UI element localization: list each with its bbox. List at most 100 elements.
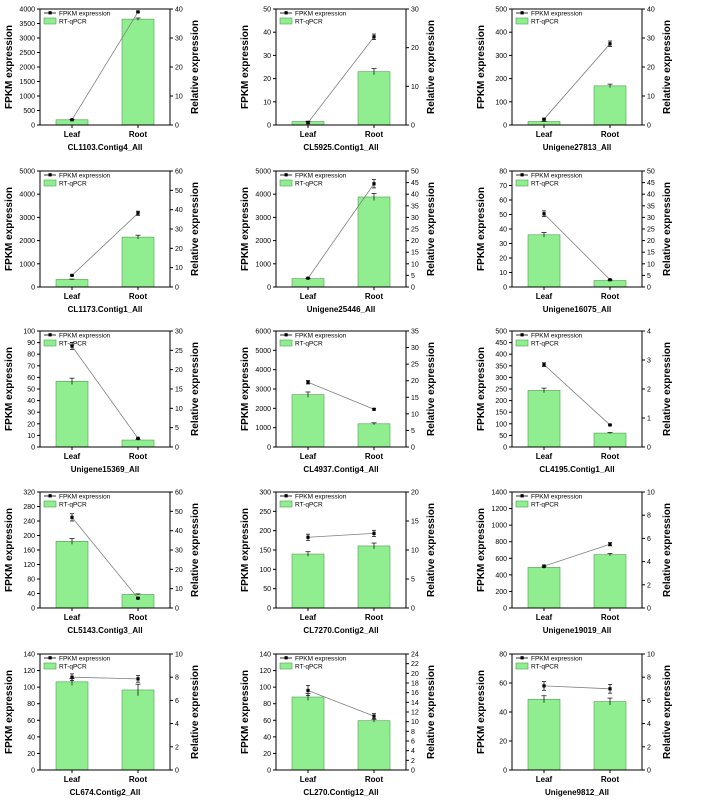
fpkm-point xyxy=(70,675,74,679)
right-tick-label: 20 xyxy=(175,567,183,574)
legend-point-swatch xyxy=(284,333,288,337)
right-tick-label: 25 xyxy=(411,362,419,369)
left-tick-label: 350 xyxy=(495,363,507,370)
expression-chart: 0 1000 2000 3000 4000 5000 6000 0 5 10 15 20 25 30 35 L… xyxy=(240,329,437,475)
rt-qpcr-bar xyxy=(357,71,391,126)
legend-bar-swatch xyxy=(515,500,529,508)
left-axis-title: FPKM expression xyxy=(240,347,251,431)
x-tick-label: Root xyxy=(601,452,620,461)
rt-qpcr-bar xyxy=(527,234,561,288)
right-tick-label: 4 xyxy=(175,721,179,728)
fpkm-line xyxy=(307,690,375,717)
right-tick-label: 60 xyxy=(175,490,183,497)
x-tick-label: Root xyxy=(129,292,148,301)
rt-qpcr-bar xyxy=(121,594,155,609)
x-tick-label: Leaf xyxy=(536,452,553,461)
fpkm-point xyxy=(306,688,310,693)
right-tick-label: 4 xyxy=(647,721,651,728)
right-tick-label: 0 xyxy=(175,285,179,292)
fpkm-line xyxy=(71,345,139,439)
legend-point-swatch xyxy=(520,494,524,498)
left-tick-label: 40 xyxy=(27,734,35,741)
left-tick-label: 3000 xyxy=(255,387,271,394)
right-tick-label: 20 xyxy=(647,238,655,245)
legend-line-label: FPKM expression xyxy=(531,656,583,663)
right-tick-label: 20 xyxy=(175,65,183,72)
legend-line-label: FPKM expression xyxy=(295,656,347,663)
fpkm-point xyxy=(136,436,140,440)
legend-point-swatch xyxy=(284,173,288,177)
left-axis-title: FPKM expression xyxy=(240,670,251,754)
left-tick-label: 4000 xyxy=(19,7,35,14)
fpkm-point xyxy=(372,714,376,718)
fpkm-point xyxy=(372,182,376,186)
rt-qpcr-bar xyxy=(121,689,155,771)
right-tick-label: 20 xyxy=(411,671,419,678)
left-axis-title: FPKM expression xyxy=(4,25,15,109)
legend-line-label: FPKM expression xyxy=(59,494,111,501)
left-tick-label: 280 xyxy=(23,504,35,511)
legend-bar-label: RT-qPCR xyxy=(59,19,87,26)
left-tick-label: 40 xyxy=(499,227,507,234)
right-tick-label: 2 xyxy=(647,582,651,589)
left-tick-label: 0 xyxy=(503,285,507,292)
rt-qpcr-bar xyxy=(593,280,627,288)
legend-bar-label: RT-qPCR xyxy=(59,181,87,188)
left-tick-label: 500 xyxy=(495,329,507,336)
legend-bar-swatch xyxy=(279,17,293,25)
right-tick-label: 25 xyxy=(647,227,655,234)
left-tick-label: 0 xyxy=(503,606,507,613)
right-axis-title: Relative expression xyxy=(662,20,673,114)
right-tick-label: 50 xyxy=(411,169,419,176)
fpkm-point xyxy=(136,10,140,14)
left-tick-label: 10 xyxy=(499,270,507,277)
chart-title: CL5143.Contig3_All xyxy=(67,626,142,635)
left-tick-label: 1000 xyxy=(491,523,507,530)
left-tick-label: 320 xyxy=(23,490,35,497)
legend-bar-swatch xyxy=(43,17,57,25)
right-tick-label: 10 xyxy=(175,406,183,413)
left-tick-label: 1500 xyxy=(19,79,35,86)
left-tick-label: 5000 xyxy=(255,169,271,176)
right-tick-label: 10 xyxy=(411,719,419,726)
fpkm-point xyxy=(70,273,74,277)
legend-bar-label: RT-qPCR xyxy=(59,502,87,509)
chart-title: CL7270.Contig2_All xyxy=(303,626,378,635)
fpkm-point xyxy=(70,515,74,519)
left-tick-label: 0 xyxy=(267,285,271,292)
right-tick-label: 25 xyxy=(411,227,419,234)
left-tick-label: 140 xyxy=(259,652,271,659)
right-tick-label: 0 xyxy=(647,445,651,452)
x-tick-label: Leaf xyxy=(64,452,81,461)
right-tick-label: 3 xyxy=(647,358,651,365)
fpkm-line xyxy=(71,11,139,120)
right-tick-label: 2 xyxy=(175,744,179,751)
right-tick-label: 20 xyxy=(411,45,419,52)
left-tick-label: 5000 xyxy=(255,348,271,355)
rt-qpcr-bar xyxy=(357,720,391,771)
left-tick-label: 500 xyxy=(495,7,507,14)
right-tick-label: 40 xyxy=(175,528,183,535)
left-tick-label: 0 xyxy=(31,606,35,613)
right-tick-label: 10 xyxy=(411,411,419,418)
right-tick-label: 30 xyxy=(647,215,655,222)
rt-qpcr-bar xyxy=(593,701,627,771)
left-tick-label: 200 xyxy=(495,398,507,405)
fpkm-point xyxy=(542,212,546,216)
legend-point-swatch xyxy=(284,656,288,660)
right-tick-label: 40 xyxy=(647,7,655,14)
legend-bar-swatch xyxy=(279,662,293,670)
left-tick-label: 800 xyxy=(495,539,507,546)
left-tick-label: 200 xyxy=(23,533,35,540)
x-tick-label: Leaf xyxy=(300,775,317,784)
expression-chart: 0 10 20 30 40 50 0 10 20 30 Leaf Root FPKM expressio… xyxy=(240,7,437,153)
legend-bar-label: RT-qPCR xyxy=(531,181,559,188)
rt-qpcr-bar xyxy=(291,278,325,288)
right-axis-title: Relative expression xyxy=(190,182,201,276)
legend-bar-swatch xyxy=(43,500,57,508)
right-axis-title: Relative expression xyxy=(426,20,437,114)
right-tick-label: 45 xyxy=(411,180,419,187)
left-tick-label: 1200 xyxy=(491,506,507,513)
left-tick-label: 2500 xyxy=(19,50,35,57)
legend-bar-label: RT-qPCR xyxy=(59,664,87,671)
